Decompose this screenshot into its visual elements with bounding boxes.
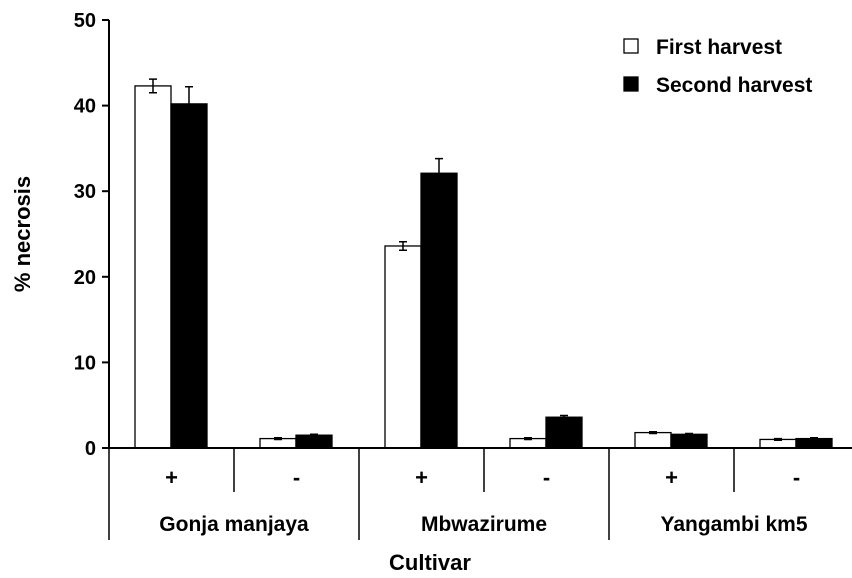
error-bar <box>524 436 532 441</box>
second-harvest-bar <box>420 172 458 449</box>
y-tick-label: 20 <box>74 267 96 289</box>
first-harvest-bar <box>634 431 672 449</box>
error-bar <box>274 436 282 441</box>
first-harvest-bar <box>134 85 172 449</box>
y-axis-label: % necrosis <box>10 176 35 292</box>
legend-label: First harvest <box>656 36 782 59</box>
category-label: - <box>293 465 300 490</box>
first-harvest-bar <box>384 245 422 449</box>
error-bar <box>685 432 693 436</box>
error-bar <box>185 86 193 122</box>
y-tick-label: 40 <box>74 96 96 118</box>
y-tick-label: 0 <box>85 438 96 460</box>
x-axis-label: Cultivar <box>389 550 471 575</box>
error-bar <box>810 436 818 441</box>
error-bar <box>149 78 157 94</box>
error-bar <box>399 240 407 252</box>
category-label: - <box>793 465 800 490</box>
category-label: + <box>165 465 178 490</box>
category-label: - <box>543 465 550 490</box>
second-harvest-bar <box>545 416 583 449</box>
y-tick-labels: 0 10 20 30 40 50 <box>74 10 96 460</box>
second-harvest-bar <box>170 103 208 449</box>
first-harvest-swatch <box>623 38 639 54</box>
second-harvest-bar <box>295 434 333 449</box>
group-label: Gonja manjaya <box>159 513 309 536</box>
second-harvest-bar <box>670 433 708 449</box>
y-tick-label: 30 <box>74 181 96 203</box>
y-tick-label: 50 <box>74 10 96 32</box>
x-group-labels: Gonja manjaya Mbwazirume Yangambi km5 <box>159 513 808 536</box>
error-bar <box>310 433 318 437</box>
category-label: + <box>415 465 428 490</box>
second-harvest-swatch <box>623 76 639 92</box>
error-bar <box>560 414 568 420</box>
y-tick-marks <box>102 19 109 449</box>
group-label: Yangambi km5 <box>660 513 807 536</box>
legend-label: Second harvest <box>656 74 812 97</box>
bars <box>134 85 833 449</box>
x-category-axis: + - + - + - <box>108 448 800 540</box>
error-bar <box>774 437 782 442</box>
category-label: + <box>665 465 678 490</box>
legend: First harvest Second harvest <box>623 36 812 97</box>
error-bar <box>435 157 443 189</box>
y-tick-label: 10 <box>74 352 96 374</box>
error-bars <box>149 78 818 442</box>
group-label: Mbwazirume <box>421 513 547 536</box>
error-bar <box>649 430 657 435</box>
